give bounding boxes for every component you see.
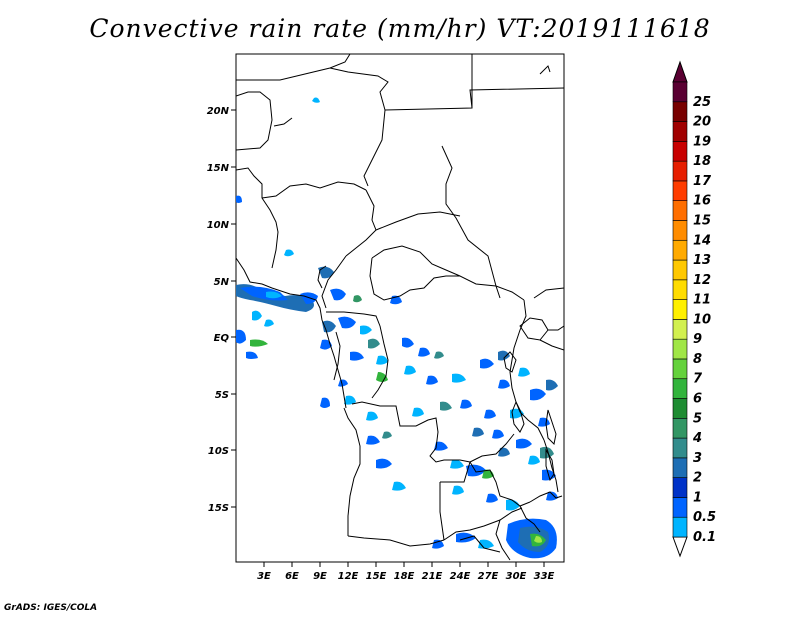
colorbar-label: 0.1 [693, 530, 716, 545]
colorbar-swatch [672, 338, 688, 360]
colorbar-label: 9 [693, 332, 702, 347]
colorbar-swatch [672, 101, 688, 122]
colorbar-swatch [672, 259, 688, 281]
axis-ticks [231, 109, 545, 567]
colorbar-swatch [672, 81, 688, 103]
colorbar-label: 7 [693, 372, 703, 387]
lat-label: 5S [215, 390, 229, 401]
software-credit: GrADS: IGES/COLA [4, 603, 98, 613]
colorbar-swatch [672, 141, 688, 162]
colorbar-label: 17 [693, 174, 712, 189]
colorbar-label: 1 [693, 490, 702, 505]
colorbar-swatch [672, 516, 688, 538]
lon-label: 9E [313, 571, 327, 582]
colorbar-label: 14 [693, 233, 711, 248]
map-title: Convective rain rate (mm/hr) VT:20191116… [89, 14, 711, 43]
colorbar-label: 6 [693, 392, 702, 407]
lon-label: 3E [257, 571, 271, 582]
latitude-labels: 20N 15N 10N 5N EQ 5S 10S 15S [207, 106, 230, 514]
colorbar-label: 4 [692, 431, 702, 446]
lon-label: 27E [478, 571, 499, 582]
colorbar-label: 5 [693, 411, 702, 426]
colorbar-label: 2 [693, 471, 702, 486]
colorbar-swatch [672, 398, 688, 419]
colorbar-swatch [672, 180, 688, 201]
colorbar-swatch [672, 279, 688, 300]
colorbar-label: 16 [693, 194, 711, 209]
colorbar-swatch [672, 437, 688, 459]
colorbar-swatch [672, 497, 688, 518]
lon-label: 30E [506, 571, 527, 582]
colorbar-label: 19 [693, 134, 711, 149]
colorbar-label: 13 [693, 253, 711, 268]
colorbar-swatch [672, 299, 688, 320]
colorbar-label: 15 [693, 213, 711, 228]
colorbar-swatch [672, 417, 688, 439]
lat-label: 10S [208, 446, 229, 457]
colorbar-top-arrow [672, 60, 688, 83]
colorbar-swatch [672, 378, 688, 399]
colorbar-swatch [672, 319, 688, 340]
colorbar-swatch [672, 358, 688, 380]
colorbar-label: 25 [693, 95, 711, 110]
lat-label: 20N [207, 106, 230, 117]
lat-label: 5N [214, 277, 230, 288]
lon-label: 24E [450, 571, 471, 582]
lon-label: 15E [366, 571, 387, 582]
colorbar-label: 12 [693, 273, 711, 288]
colorbar-swatch [672, 457, 688, 478]
colorbar-swatch [672, 121, 688, 142]
colorbar-label: 3 [693, 451, 702, 466]
lat-label: 15N [207, 163, 230, 174]
lon-label: 12E [338, 571, 359, 582]
lon-label: 18E [394, 571, 415, 582]
colorbar-swatch [672, 477, 688, 498]
colorbar-swatch [672, 160, 688, 182]
lat-label: EQ [214, 333, 230, 344]
colorbar-swatch [672, 200, 688, 221]
longitude-labels: 3E 6E 9E 12E 15E 18E 21E 24E 27E 30E 33E [257, 571, 554, 582]
lat-label: 15S [208, 503, 229, 514]
colorbar-label: 8 [693, 352, 702, 367]
colorbar-label: 11 [693, 293, 711, 308]
colorbar-label: 20 [693, 115, 711, 130]
lon-label: 33E [534, 571, 555, 582]
lon-label: 21E [422, 571, 443, 582]
colorbar-bottom-arrow [672, 536, 688, 558]
colorbar-swatch [672, 220, 688, 241]
rain-cells [236, 97, 558, 559]
colorbar-label: 10 [693, 312, 711, 327]
colorbar-swatch [672, 239, 688, 261]
colorbar-label: 0.5 [693, 510, 716, 525]
colorbar-label: 18 [693, 154, 711, 169]
lat-label: 10N [207, 220, 230, 231]
country-borders [236, 54, 564, 561]
lon-label: 6E [285, 571, 299, 582]
